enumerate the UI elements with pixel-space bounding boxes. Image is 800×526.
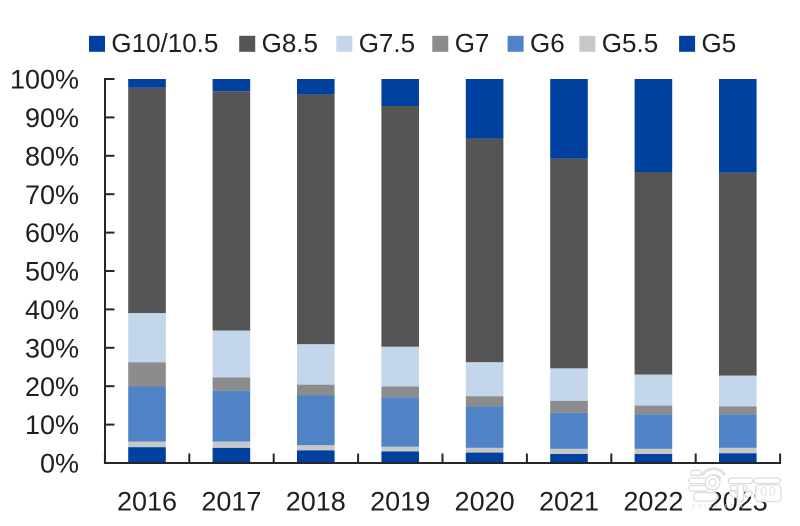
svg-text:G5.5: G5.5: [602, 28, 658, 58]
svg-text:0%: 0%: [40, 449, 79, 479]
svg-text:20%: 20%: [25, 372, 79, 402]
svg-text:G10/10.5: G10/10.5: [111, 28, 218, 58]
svg-text:70%: 70%: [25, 180, 79, 210]
svg-text:2022: 2022: [623, 487, 683, 517]
svg-text:90%: 90%: [25, 103, 79, 133]
svg-text:10%: 10%: [25, 410, 79, 440]
svg-text:30%: 30%: [25, 333, 79, 363]
svg-text:2017: 2017: [201, 487, 261, 517]
svg-text:40%: 40%: [25, 295, 79, 325]
svg-text:G5: G5: [702, 28, 737, 58]
svg-text:2021: 2021: [539, 487, 599, 517]
svg-text:G6: G6: [530, 28, 565, 58]
svg-text:G8.5: G8.5: [262, 28, 318, 58]
svg-text:2020: 2020: [455, 487, 515, 517]
svg-text:G7.5: G7.5: [359, 28, 415, 58]
svg-text:zhidx com: zhidx com: [692, 503, 745, 510]
svg-text:2018: 2018: [286, 487, 346, 517]
svg-text:2016: 2016: [117, 487, 177, 517]
svg-text:60%: 60%: [25, 218, 79, 248]
svg-text:G7: G7: [455, 28, 490, 58]
svg-text:50%: 50%: [25, 257, 79, 287]
svg-text:100%: 100%: [10, 65, 79, 95]
svg-text:80%: 80%: [25, 141, 79, 171]
svg-text:2019: 2019: [370, 487, 430, 517]
